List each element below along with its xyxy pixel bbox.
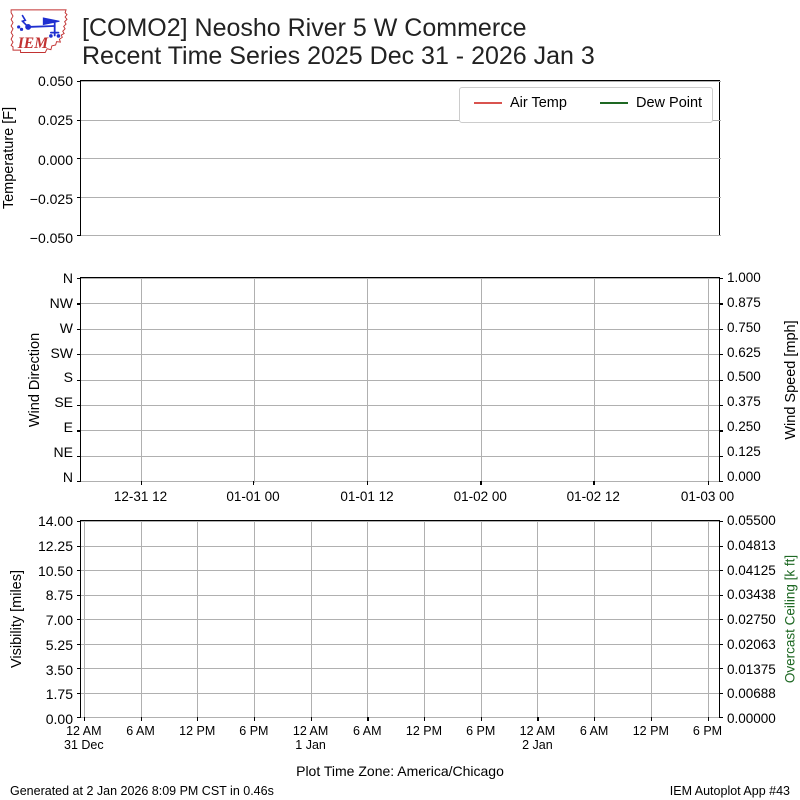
- svg-text:IEM: IEM: [17, 35, 50, 52]
